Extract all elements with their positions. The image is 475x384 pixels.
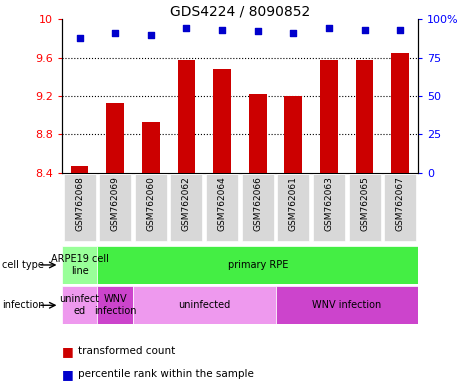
Bar [178, 61, 195, 173]
Bar [249, 94, 266, 173]
Bar [206, 174, 238, 240]
Bar [171, 174, 202, 240]
Bar [356, 61, 373, 173]
Bar [97, 246, 418, 284]
Text: cell type: cell type [2, 260, 44, 270]
Bar [276, 286, 418, 324]
Point [325, 25, 332, 31]
Bar [242, 174, 274, 240]
Bar [313, 174, 345, 240]
Bar [213, 69, 231, 173]
Bar [97, 286, 133, 324]
Bar [277, 174, 309, 240]
Text: GSM762062: GSM762062 [182, 176, 191, 231]
Text: uninfect
ed: uninfect ed [59, 295, 100, 316]
Bar [71, 166, 88, 173]
Point [111, 30, 119, 36]
Point [254, 28, 261, 35]
Point [289, 30, 297, 36]
Bar [349, 174, 380, 240]
Point [76, 35, 84, 41]
Text: ■: ■ [62, 368, 74, 381]
Text: infection: infection [2, 300, 45, 310]
Bar [135, 174, 167, 240]
Bar [106, 103, 124, 173]
Text: GSM762063: GSM762063 [324, 176, 333, 231]
Text: uninfected: uninfected [178, 300, 230, 310]
Bar [384, 174, 416, 240]
Point [218, 27, 226, 33]
Bar [64, 174, 95, 240]
Text: ■: ■ [62, 345, 74, 358]
Text: GSM762066: GSM762066 [253, 176, 262, 231]
Text: transformed count: transformed count [78, 346, 176, 356]
Bar [320, 60, 338, 173]
Text: GSM762067: GSM762067 [396, 176, 405, 231]
Text: GSM762060: GSM762060 [146, 176, 155, 231]
Title: GDS4224 / 8090852: GDS4224 / 8090852 [170, 4, 310, 18]
Text: ARPE19 cell
line: ARPE19 cell line [51, 254, 108, 276]
Bar [62, 286, 97, 324]
Bar [142, 122, 160, 173]
Text: WNV
infection: WNV infection [94, 295, 136, 316]
Point [182, 25, 190, 31]
Bar [391, 53, 409, 173]
Text: GSM762065: GSM762065 [360, 176, 369, 231]
Text: GSM762068: GSM762068 [75, 176, 84, 231]
Point [396, 27, 404, 33]
Text: GSM762064: GSM762064 [218, 176, 227, 231]
Text: WNV infection: WNV infection [312, 300, 381, 310]
Point [147, 31, 155, 38]
Text: GSM762069: GSM762069 [111, 176, 120, 231]
Point [361, 27, 369, 33]
Text: percentile rank within the sample: percentile rank within the sample [78, 369, 254, 379]
Text: GSM762061: GSM762061 [289, 176, 298, 231]
Bar [99, 174, 131, 240]
Bar [133, 286, 276, 324]
Bar [285, 96, 302, 173]
Text: primary RPE: primary RPE [228, 260, 288, 270]
Bar [62, 246, 97, 284]
